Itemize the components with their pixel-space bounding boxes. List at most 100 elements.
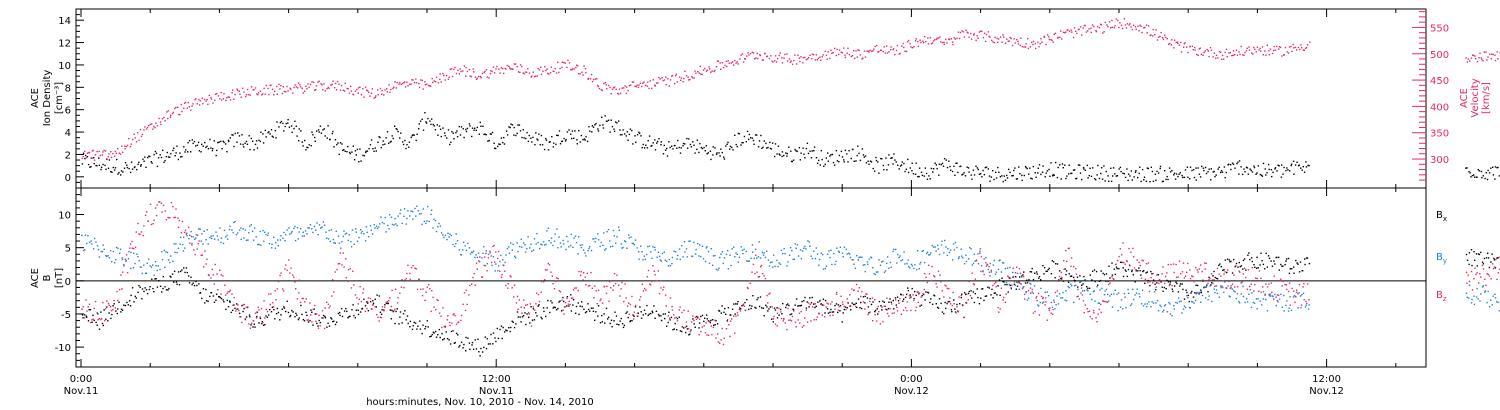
velocity-point	[708, 66, 710, 68]
ion-density-point	[378, 136, 380, 138]
velocity-point	[442, 72, 444, 75]
bx-point	[583, 308, 585, 310]
ion-density-point	[732, 149, 734, 151]
velocity-point	[535, 75, 537, 77]
bx-point	[1238, 261, 1240, 264]
velocity-point	[1184, 42, 1186, 44]
velocity-point	[219, 98, 221, 100]
velocity-point	[1497, 58, 1499, 60]
bx-point	[190, 276, 192, 278]
ion-density-point	[827, 152, 829, 154]
ion-density-point	[1485, 172, 1487, 174]
bx-point	[960, 296, 962, 299]
velocity-point	[107, 155, 110, 158]
bx-point	[414, 322, 417, 324]
bx-point	[327, 322, 329, 324]
ion-density-point	[81, 163, 84, 165]
bx-point	[268, 314, 270, 316]
velocity-point	[404, 86, 407, 88]
ion-density-point	[995, 171, 997, 173]
velocity-point	[638, 84, 640, 86]
ion-density-point	[686, 137, 688, 140]
by-point	[211, 237, 213, 240]
velocity-point	[1474, 55, 1476, 57]
velocity-point	[86, 152, 89, 154]
velocity-point	[1256, 46, 1259, 48]
velocity-point	[259, 90, 262, 92]
ion-density-point	[1498, 175, 1500, 177]
ion-density-point	[1130, 170, 1132, 172]
velocity-point	[88, 152, 91, 154]
ion-density-point	[380, 146, 382, 149]
ion-density-point	[359, 148, 361, 150]
bx-point	[813, 303, 815, 305]
ion-density-point	[1006, 177, 1009, 179]
bx-point	[731, 308, 734, 310]
velocity-point	[126, 144, 129, 147]
ion-density-point	[1149, 181, 1151, 183]
ion-density-point	[1100, 172, 1102, 175]
velocity-point	[618, 88, 621, 90]
bx-point	[178, 284, 181, 286]
velocity-point	[1269, 48, 1272, 50]
ion-density-point	[642, 143, 644, 146]
velocity-point	[820, 59, 822, 61]
ion-density-point	[460, 126, 463, 128]
velocity-point	[1104, 21, 1106, 24]
bx-point	[171, 273, 174, 275]
velocity-point	[106, 158, 108, 160]
velocity-point	[894, 53, 896, 56]
ion-density-point	[941, 162, 944, 165]
bx-point	[497, 337, 500, 340]
bx-point	[196, 284, 198, 287]
ion-density-point	[571, 130, 574, 132]
velocity-point	[339, 89, 342, 91]
ion-density-point	[151, 162, 153, 164]
ion-density-point	[855, 160, 857, 162]
velocity-point	[435, 76, 438, 78]
by-point	[111, 260, 113, 263]
velocity-point	[432, 81, 434, 84]
ion-density-point	[978, 173, 981, 175]
bx-point	[276, 307, 279, 310]
ion-density-point	[1137, 176, 1139, 179]
bx-point	[720, 312, 722, 314]
velocity-point	[124, 148, 126, 150]
ion-density-point	[111, 171, 113, 173]
velocity-point	[909, 42, 911, 45]
by-point	[87, 235, 89, 237]
by-point	[159, 268, 161, 271]
ion-density-point	[1001, 175, 1003, 177]
velocity-point	[1494, 59, 1497, 62]
bx-point	[640, 317, 643, 319]
velocity-point	[554, 67, 556, 70]
bx-point	[391, 309, 393, 312]
ion-density-point	[948, 160, 950, 162]
ion-density-point	[1018, 166, 1020, 168]
bx-point	[1293, 266, 1295, 268]
bx-point	[1293, 272, 1295, 274]
bx-point	[298, 317, 300, 319]
velocity-point	[530, 76, 532, 78]
velocity-point	[404, 81, 406, 83]
velocity-point	[512, 68, 514, 70]
bx-point	[1198, 293, 1200, 295]
ion-density-point	[338, 153, 340, 156]
velocity-point	[400, 83, 402, 86]
ion-density-point	[592, 126, 595, 128]
bx-point	[88, 309, 90, 311]
ion-density-point	[1122, 172, 1124, 174]
ion-density-point	[1181, 174, 1183, 177]
bx-point	[349, 315, 351, 317]
bx-point	[469, 348, 471, 350]
bx-point	[399, 316, 401, 318]
bx-point	[826, 308, 829, 310]
velocity-point	[1160, 31, 1162, 34]
ion-density-point	[1478, 170, 1481, 172]
bx-point	[792, 308, 794, 310]
velocity-point	[817, 57, 820, 60]
bx-point	[351, 309, 353, 311]
velocity-point	[966, 31, 968, 33]
velocity-point	[146, 126, 149, 129]
ion-density-point	[126, 166, 129, 169]
